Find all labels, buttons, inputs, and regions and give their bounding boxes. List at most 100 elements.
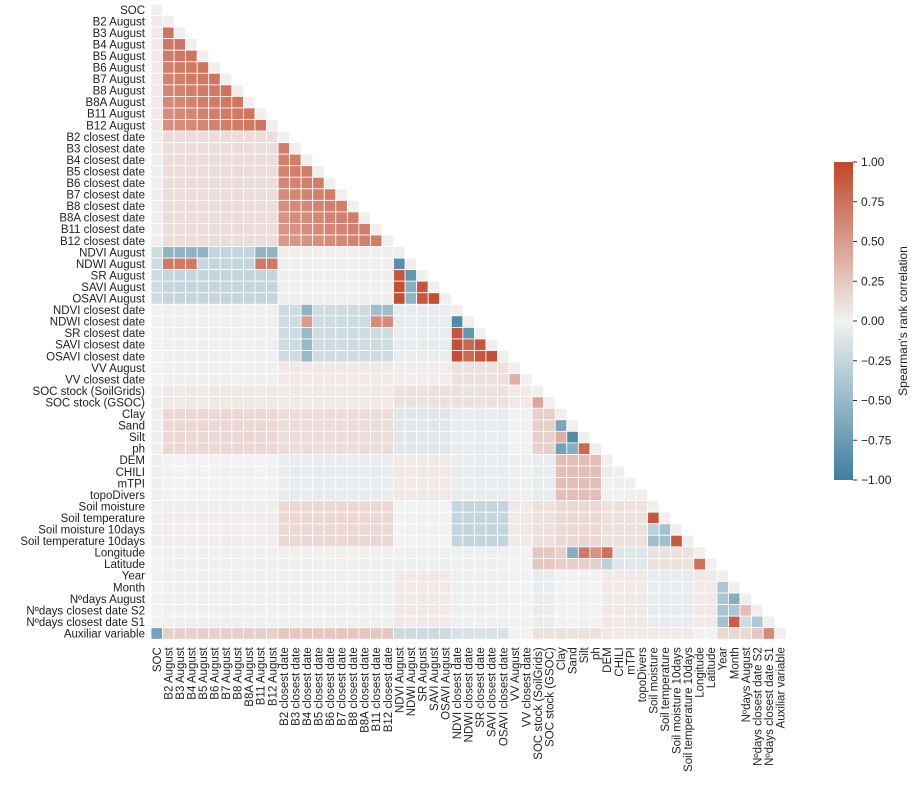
heatmap-cell bbox=[231, 176, 244, 190]
heatmap-cell bbox=[358, 488, 371, 502]
heatmap-cell bbox=[242, 581, 256, 594]
heatmap-cell bbox=[635, 488, 649, 502]
heatmap-cell bbox=[266, 246, 279, 259]
heatmap-cell bbox=[485, 604, 498, 617]
heatmap-cell bbox=[335, 269, 348, 282]
heatmap-cell bbox=[658, 581, 672, 594]
heatmap-cell bbox=[242, 558, 256, 571]
heatmap-cell bbox=[312, 604, 325, 617]
heatmap-cell bbox=[370, 419, 383, 432]
heatmap-cell bbox=[231, 442, 244, 455]
heatmap-cell bbox=[381, 269, 394, 282]
heatmap-cell bbox=[566, 546, 579, 559]
heatmap-cell bbox=[289, 292, 302, 305]
heatmap-cell bbox=[196, 373, 210, 386]
heatmap-cell bbox=[554, 488, 568, 502]
heatmap-cell bbox=[335, 442, 348, 455]
heatmap-cell bbox=[150, 199, 163, 213]
heatmap-cell bbox=[416, 534, 429, 548]
heatmap-cell bbox=[173, 558, 187, 571]
heatmap-cell bbox=[462, 442, 475, 455]
heatmap-cell bbox=[346, 558, 360, 571]
heatmap-cell bbox=[323, 188, 337, 201]
heatmap-cell bbox=[335, 257, 348, 271]
heatmap-cell bbox=[716, 627, 729, 640]
heatmap-cell bbox=[231, 384, 244, 398]
heatmap-cell bbox=[531, 534, 545, 548]
heatmap-cell bbox=[173, 430, 187, 444]
column-label: B4 closest date bbox=[302, 647, 314, 726]
heatmap-cell bbox=[219, 488, 233, 502]
heatmap-cell bbox=[358, 454, 371, 467]
heatmap-cell bbox=[520, 592, 533, 605]
heatmap-cell bbox=[381, 396, 394, 409]
heatmap-cell bbox=[208, 176, 221, 190]
heatmap-cell bbox=[300, 407, 314, 421]
heatmap-cell bbox=[208, 292, 221, 305]
heatmap-cell bbox=[300, 534, 314, 548]
heatmap-cell bbox=[162, 269, 175, 282]
heatmap-cell bbox=[370, 534, 383, 548]
heatmap-cell bbox=[162, 188, 175, 201]
heatmap-cell bbox=[681, 592, 695, 605]
heatmap-cell bbox=[647, 523, 660, 536]
heatmap-cell bbox=[358, 373, 371, 386]
column-label: SR closest date bbox=[475, 647, 487, 728]
heatmap-cell bbox=[219, 269, 233, 282]
heatmap-cell bbox=[277, 350, 290, 363]
heatmap-cell bbox=[266, 442, 279, 455]
heatmap-cell bbox=[162, 361, 175, 374]
heatmap-cell bbox=[196, 396, 210, 409]
heatmap-cell bbox=[358, 465, 371, 478]
heatmap-cell bbox=[323, 246, 337, 259]
heatmap-cell bbox=[658, 511, 672, 525]
column-label: B6 August bbox=[210, 646, 222, 699]
heatmap-cell bbox=[427, 592, 441, 605]
heatmap-cell bbox=[381, 257, 394, 271]
heatmap-cell bbox=[393, 581, 406, 594]
heatmap-cell bbox=[242, 130, 256, 144]
heatmap-cell bbox=[312, 569, 325, 582]
heatmap-cell bbox=[462, 350, 475, 363]
heatmap-cell bbox=[358, 569, 371, 582]
heatmap-cell bbox=[266, 188, 279, 201]
heatmap-cell bbox=[185, 534, 198, 548]
heatmap-cell bbox=[219, 419, 233, 432]
heatmap-cell bbox=[473, 500, 487, 513]
heatmap-cell bbox=[162, 234, 175, 247]
heatmap-cell bbox=[427, 361, 441, 374]
heatmap-cell bbox=[393, 546, 406, 559]
heatmap-cell bbox=[728, 581, 741, 594]
heatmap-cell bbox=[266, 592, 279, 605]
heatmap-cell bbox=[185, 326, 198, 340]
heatmap-cell bbox=[473, 373, 487, 386]
heatmap-cell bbox=[196, 477, 210, 490]
heatmap-cell bbox=[370, 315, 383, 328]
heatmap-cell bbox=[450, 430, 464, 444]
heatmap-cell bbox=[335, 604, 348, 617]
heatmap-cell bbox=[289, 165, 302, 178]
column-label: Clay bbox=[556, 647, 568, 670]
heatmap-cell bbox=[635, 500, 649, 513]
heatmap-cell bbox=[566, 488, 579, 502]
heatmap-cell bbox=[439, 442, 452, 455]
heatmap-cell bbox=[566, 430, 579, 444]
column-label: Soil moisture 10days bbox=[672, 647, 684, 754]
heatmap-cell bbox=[577, 558, 591, 571]
heatmap-cell bbox=[323, 361, 337, 374]
heatmap-cell bbox=[427, 419, 441, 432]
heatmap-cell bbox=[531, 558, 545, 571]
heatmap-cell bbox=[150, 500, 163, 513]
heatmap-cell bbox=[658, 534, 672, 548]
column-labels: SOC B2 August B3 August B4 August B5 August B… bbox=[152, 646, 788, 771]
heatmap-cell bbox=[242, 153, 256, 167]
heatmap-cell bbox=[173, 292, 187, 305]
heatmap-cell bbox=[150, 26, 163, 40]
heatmap-cell bbox=[208, 269, 221, 282]
heatmap-cell bbox=[266, 488, 279, 502]
heatmap-cell bbox=[416, 315, 429, 328]
heatmap-cell bbox=[277, 280, 290, 294]
heatmap-cell bbox=[266, 303, 279, 317]
heatmap-cell bbox=[404, 558, 418, 571]
column-label: Latitude bbox=[706, 647, 718, 688]
